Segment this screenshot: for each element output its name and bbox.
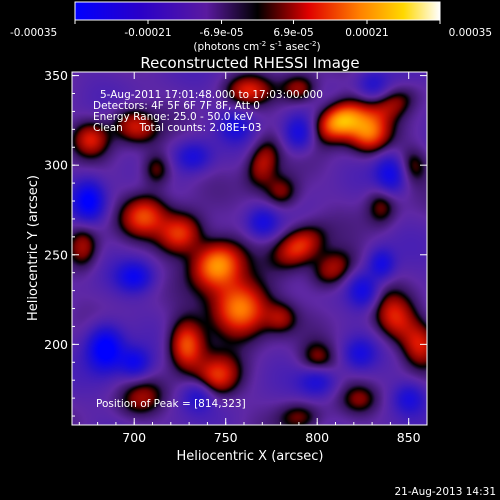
annotations: 5-Aug-2011 17:01:48.000 to 17:03:00.000 … [93,89,323,410]
x-tick-label: 800 [305,430,329,445]
colorbar-units: (photons cm-2 s-1 asec-2) [193,40,320,53]
y-tick-label: 350 [44,68,68,83]
colorbar-tick-label: 0.00021 [345,27,388,39]
y-axis-ticks: 200 250 300 350 [44,68,427,417]
colorbar-gradient [74,1,441,21]
annotation-time-range: 5-Aug-2011 17:01:48.000 to 17:03:00.000 [100,89,323,101]
plot-frame [71,71,428,426]
x-tick-label: 850 [397,430,421,445]
y-tick-label: 200 [44,337,68,352]
colorbar-tick-label: 0.00035 [449,27,492,39]
colorbar-tick-label: -0.00021 [124,27,171,39]
x-tick-label: 700 [122,430,146,445]
plot-area: 700 750 800 850 200 250 300 350 [44,68,428,445]
colorbar-tick-label: 6.9e-05 [273,27,313,39]
y-tick-label: 250 [44,247,68,262]
colorbar-ticks: -0.00035 -0.00021 -6.9e-05 6.9e-05 0.00021 0.… [10,20,492,39]
y-tick-label: 300 [44,158,68,173]
x-axis-label: Heliocentric X (arcsec) [177,449,324,464]
chart-title: Reconstructed RHESSI Image [140,54,359,72]
footer-timestamp: 21-Aug-2013 14:31 [394,486,496,498]
annotation-clean-counts: Clean Total counts: 2.08E+03 [93,122,262,134]
x-axis-ticks: 700 750 800 850 [78,72,428,445]
colorbar: -0.00035 -0.00021 -6.9e-05 6.9e-05 0.00021 0.… [10,1,492,53]
colorbar-tick-label: -0.00035 [10,27,57,39]
colorbar-tick-label: -6.9e-05 [199,27,243,39]
annotation-energy-range: Energy Range: 25.0 - 50.0 keV [93,111,254,123]
annotation-peak-position: Position of Peak = [814,323] [96,398,246,410]
heatmap-image [72,72,427,425]
y-axis-label: Heliocentric Y (arcsec) [26,175,41,321]
x-tick-label: 750 [214,430,238,445]
annotation-detectors: Detectors: 4F 5F 6F 7F 8F, Att 0 [93,100,260,112]
